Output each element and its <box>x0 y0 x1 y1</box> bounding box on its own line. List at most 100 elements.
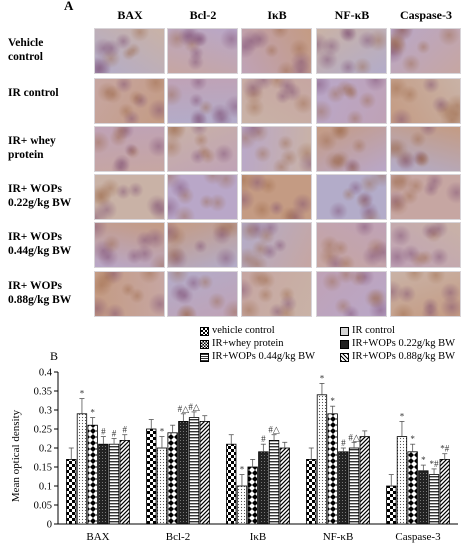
micrograph-tile <box>241 271 312 317</box>
micrograph-tile <box>167 222 238 268</box>
micrograph-tile <box>316 271 387 317</box>
bar <box>258 451 269 525</box>
panel-b-bar-chart: vehicle control IR control IR+whey protein… <box>0 325 472 550</box>
significance-mark: * <box>410 434 415 444</box>
row-label: IR+ WOPs 0.44g/kg BW <box>8 230 90 258</box>
x-tick-labels: BAX Bcl-2 IκB NF-κB Caspase-3 <box>86 531 441 543</box>
x-tick-label: Caspase-3 <box>395 531 441 543</box>
micrograph-tile <box>167 28 238 74</box>
significance-mark: * <box>160 427 165 437</box>
significance-mark: #△ <box>268 425 280 435</box>
significance-mark: * <box>80 389 85 399</box>
legend-label: IR+WOPs 0.88g/kg BW <box>352 351 456 362</box>
micrograph-tile <box>167 271 238 317</box>
column-header: Caspase-3 <box>399 8 452 22</box>
legend-swatch <box>200 340 209 349</box>
micrograph-tile <box>390 271 461 317</box>
significance-mark: *# <box>430 459 440 469</box>
column-header: IκB <box>267 8 287 22</box>
chart-axes: 0 0.05 0.1 0.15 0.2 0.25 0.3 0.35 0.4 <box>34 368 458 531</box>
bar <box>407 451 418 525</box>
legend-swatch <box>340 353 349 362</box>
micrograph-tile <box>316 222 387 268</box>
bar <box>386 485 397 525</box>
bar <box>236 485 248 525</box>
bar <box>327 413 338 525</box>
significance-mark: * <box>330 396 335 406</box>
significance-mark: * <box>240 465 245 475</box>
micrograph-tile <box>241 222 312 268</box>
bar <box>188 417 200 525</box>
row-label: IR+ WOPs 0.88g/kg BW <box>8 279 90 307</box>
y-tick-label: 0.2 <box>39 444 52 455</box>
row-label-line1: IR control <box>8 87 59 99</box>
significance-mark: # <box>261 434 266 444</box>
bar <box>167 432 178 525</box>
micrograph-tile <box>390 28 461 74</box>
panel-a-label: A <box>64 0 74 13</box>
legend-label: IR control <box>352 325 395 336</box>
bar <box>279 447 290 525</box>
bar <box>439 458 450 525</box>
column-header: BAX <box>117 8 143 22</box>
micrograph-tile <box>390 126 461 172</box>
legend-swatch <box>200 327 209 336</box>
y-tick-label: 0 <box>47 520 52 531</box>
row-label-line1: IR+ WOPs <box>8 231 62 243</box>
panel-b-label: B <box>50 349 58 363</box>
row-label-line1: IR+ WOPs <box>8 280 62 292</box>
bar <box>306 458 317 525</box>
micrograph-tile <box>94 78 165 124</box>
bar <box>119 440 130 525</box>
micrograph-tile <box>316 174 387 220</box>
micrograph-tile <box>241 78 312 124</box>
micrograph-tile <box>167 78 238 124</box>
y-axis-label: Mean optical density <box>10 409 22 502</box>
bar <box>247 466 258 525</box>
row-label: Vehicle control <box>8 36 90 64</box>
bar <box>76 413 88 525</box>
bar <box>348 447 360 525</box>
row-label-line1: IR+ WOPs <box>8 183 62 195</box>
x-tick-label: NF-κB <box>323 531 354 543</box>
bar <box>268 440 280 525</box>
bar <box>338 451 349 525</box>
significance-mark: # <box>101 427 106 437</box>
bar <box>146 428 157 525</box>
micrograph-tile <box>94 126 165 172</box>
bar <box>226 443 237 525</box>
micrograph-tile <box>316 28 387 74</box>
row-label-line2: 0.44g/kg BW <box>8 245 72 257</box>
chart-bars: **# # # *#△ #△*##△**##△*** *#*# <box>66 373 450 525</box>
micrograph-tile <box>94 28 165 74</box>
micrograph-tile <box>390 174 461 220</box>
bar <box>199 421 210 525</box>
bar <box>396 436 408 525</box>
legend-swatch <box>340 327 349 336</box>
bar <box>156 447 168 525</box>
significance-mark: # <box>123 425 128 435</box>
bar <box>66 458 77 525</box>
micrograph-tile <box>241 28 312 74</box>
y-tick-label: 0.4 <box>39 368 53 379</box>
significance-mark: * <box>320 373 325 383</box>
panel-a-micrograph-grid: A BAX Bcl-2 IκB NF-κB Caspase-3 Vehicle contr… <box>8 0 461 317</box>
micrograph-tile <box>390 78 461 124</box>
legend-label: vehicle control <box>212 325 275 336</box>
column-header: NF-κB <box>334 8 370 22</box>
row-label-line2: 0.22g/kg BW <box>8 197 72 209</box>
row-label: IR+ WOPs 0.22g/kg BW <box>8 182 90 210</box>
bar <box>316 394 328 525</box>
bar <box>359 436 370 525</box>
y-tick-label: 0.3 <box>39 406 52 417</box>
x-tick-label: BAX <box>86 531 109 543</box>
bar <box>98 443 109 525</box>
legend-swatch <box>340 340 349 349</box>
micrograph-tile <box>167 174 238 220</box>
chart-legend: vehicle control IR control IR+whey protein… <box>200 325 472 376</box>
y-tick-label: 0.05 <box>34 501 52 512</box>
micrograph-tile <box>316 126 387 172</box>
bar <box>87 424 98 525</box>
row-label: IR control <box>8 86 90 100</box>
legend-label: IR+WOPs 0.22g/kg BW <box>352 338 456 349</box>
